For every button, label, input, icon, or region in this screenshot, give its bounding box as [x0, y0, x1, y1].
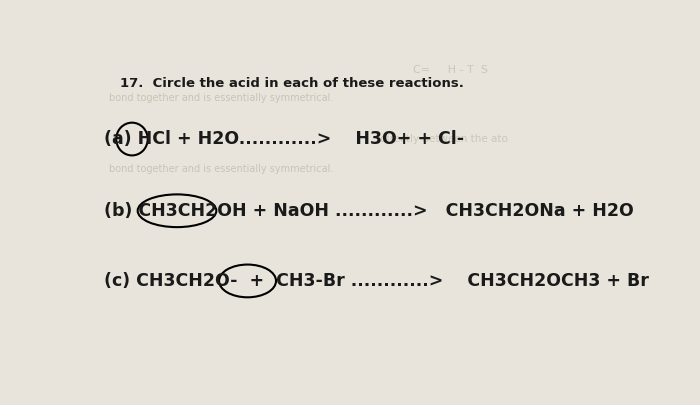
Text: bond together and is essentially symmetrical.: bond together and is essentially symmetr… [109, 94, 334, 104]
Text: (a) HCl + H2O............>    H3O+ + Cl-: (a) HCl + H2O............> H3O+ + Cl- [104, 130, 464, 148]
Text: (b) CH3CH2OH + NaOH ............>   CH3CH2ONa + H2O: (b) CH3CH2OH + NaOH ............> CH3CH2… [104, 202, 634, 220]
Text: directly between the ato: directly between the ato [381, 134, 508, 144]
Text: C=     H - T  S: C= H - T S [413, 66, 488, 75]
Text: (c) CH3CH2O-  +  CH3-Br ............>    CH3CH2OCH3 + Br: (c) CH3CH2O- + CH3-Br ............> CH3C… [104, 272, 649, 290]
Text: bond together and is essentially symmetrical.: bond together and is essentially symmetr… [109, 164, 334, 174]
Text: 17.  Circle the acid in each of these reactions.: 17. Circle the acid in each of these rea… [120, 77, 464, 90]
